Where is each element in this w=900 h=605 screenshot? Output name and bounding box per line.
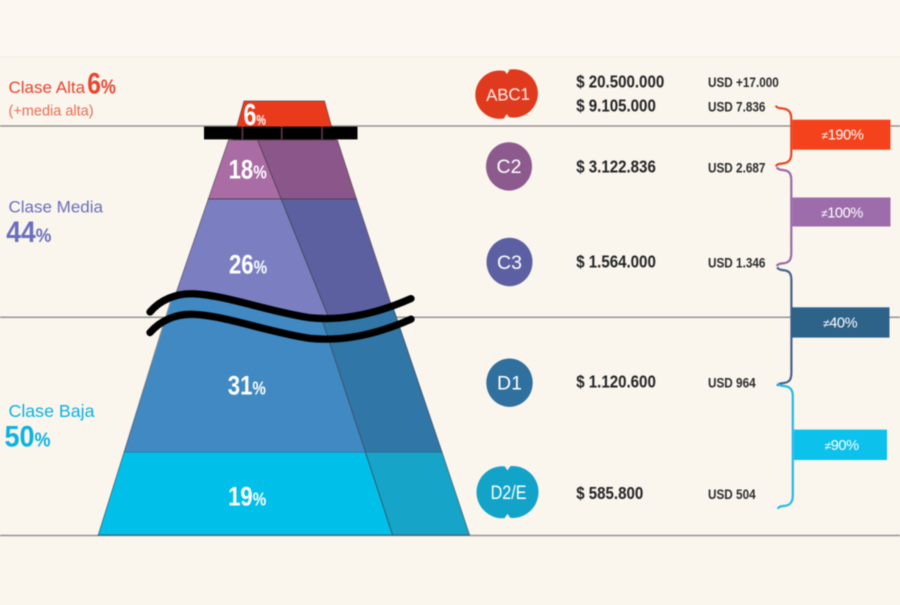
svg-text:C3: C3 — [497, 252, 522, 274]
svg-text:USD 1.346: USD 1.346 — [708, 254, 765, 270]
svg-text:(+media alta): (+media alta) — [9, 104, 94, 120]
svg-text:$ 9.105.000: $ 9.105.000 — [576, 95, 656, 116]
svg-text:ABC1: ABC1 — [486, 85, 530, 106]
svg-text:Clase Alta: Clase Alta — [9, 78, 86, 97]
svg-text:≠190%: ≠190% — [822, 128, 864, 144]
svg-text:31%: 31% — [228, 371, 266, 401]
svg-text:USD +17.000: USD +17.000 — [708, 74, 779, 90]
svg-text:USD 964: USD 964 — [708, 374, 756, 390]
svg-text:$ 1.564.000: $ 1.564.000 — [576, 251, 656, 272]
svg-text:$ 3.122.836: $ 3.122.836 — [576, 156, 656, 177]
svg-text:≠100%: ≠100% — [821, 205, 863, 221]
svg-text:USD 504: USD 504 — [708, 486, 756, 502]
svg-text:$ 20.500.000: $ 20.500.000 — [576, 71, 664, 92]
svg-text:≠40%: ≠40% — [823, 316, 858, 332]
svg-text:$ 1.120.600: $ 1.120.600 — [576, 371, 656, 392]
svg-text:≠90%: ≠90% — [825, 438, 860, 454]
svg-text:USD 2.687: USD 2.687 — [708, 160, 765, 176]
svg-text:Clase Media: Clase Media — [9, 198, 104, 217]
svg-text:C2: C2 — [497, 156, 522, 178]
svg-text:$ 585.800: $ 585.800 — [576, 483, 643, 504]
svg-text:Clase Baja: Clase Baja — [9, 401, 95, 421]
svg-text:D2/E: D2/E — [491, 483, 527, 504]
svg-text:D1: D1 — [497, 373, 522, 395]
svg-text:USD 7.836: USD 7.836 — [708, 99, 765, 115]
